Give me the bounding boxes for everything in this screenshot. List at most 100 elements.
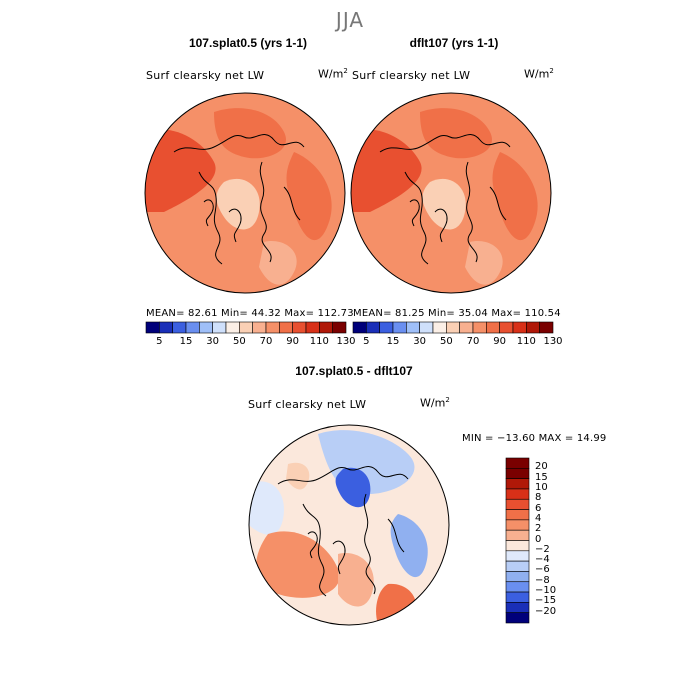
colorbar-box (472, 321, 487, 334)
colorbar-tick-label: 15 (386, 336, 400, 347)
field-contour-region (338, 553, 374, 607)
coastline (409, 199, 420, 227)
colorbar-box (446, 321, 460, 334)
colorbar-box (505, 498, 530, 510)
colorbar-tick-label: 30 (206, 336, 220, 347)
colorbar-tick-label: 110 (516, 336, 536, 347)
colorbar-tick-label: −10 (535, 585, 557, 597)
field-contour-region (420, 108, 492, 159)
panel-1-units-exp: 2 (343, 67, 348, 75)
coastline (277, 466, 409, 485)
colorbar-tick-label: 5 (363, 336, 370, 347)
colorbar-box (459, 321, 474, 334)
panel-1-units-base: W/m (318, 67, 344, 81)
colorbar-box (505, 602, 530, 613)
colorbar-tick-label: 15 (535, 471, 548, 483)
colorbar-box (419, 321, 434, 334)
colorbar-tick-label: 50 (439, 336, 453, 347)
colorbar-box (432, 321, 447, 334)
colorbar-tick-label: 90 (493, 336, 507, 347)
colorbar-box (379, 321, 394, 334)
field-contour-region (390, 514, 428, 578)
map-boundary (350, 92, 552, 294)
colorbar-box (199, 321, 213, 334)
field-contour-region (168, 221, 220, 276)
colorbar-box (486, 321, 500, 334)
colorbar-box (252, 321, 267, 334)
colorbar-tick-label: 30 (413, 336, 427, 347)
colorbar-tick-label: 8 (535, 492, 542, 504)
colorbar-box (512, 321, 527, 334)
panel-3-variable-label: Surf clearsky net LW (248, 398, 367, 411)
colorbar-box (239, 321, 253, 334)
colorbar-box (319, 321, 333, 334)
colorbar-tick-label: 6 (535, 502, 542, 514)
colorbar-box (505, 581, 530, 593)
panel-title-1: 107.splat0.5 (yrs 1-1) (188, 36, 308, 50)
colorbar-tick-label: 10 (535, 481, 548, 493)
colorbar-tick-label: −2 (535, 543, 550, 555)
field-contour-region (335, 467, 371, 508)
colorbar-box (352, 321, 367, 334)
colorbar-box (505, 550, 530, 562)
map-panel-1 (144, 92, 346, 294)
colorbar-box (505, 478, 530, 490)
coastline (489, 186, 507, 221)
panel-2-units-base: W/m (524, 67, 550, 81)
colorbar-box (505, 468, 530, 479)
coastline (228, 208, 242, 243)
colorbar-tick-label: 70 (466, 336, 480, 347)
panel-title-2: dflt107 (yrs 1-1) (409, 36, 499, 50)
coastline (307, 531, 318, 559)
panel-1-variable-label: Surf clearsky net LW (146, 69, 265, 82)
colorbar-tick-label: 2 (535, 523, 542, 535)
colorbar-1 (145, 321, 347, 334)
colorbar-box (172, 321, 187, 334)
colorbar-box (505, 509, 530, 521)
panel-3-units-base: W/m (420, 396, 446, 410)
coastline (302, 503, 327, 597)
panel-3-stats: MIN = −13.60 MAX = 14.99 (462, 433, 607, 444)
coastline (363, 493, 376, 595)
field-contour-region (465, 241, 503, 285)
colorbar-tick-label: 5 (156, 336, 163, 347)
colorbar-3 (505, 457, 530, 624)
panel-2-variable-label: Surf clearsky net LW (352, 69, 471, 82)
colorbar-box (305, 321, 320, 334)
colorbar-box (392, 321, 407, 334)
colorbar-box (145, 321, 160, 334)
colorbar-tick-label: 130 (336, 336, 356, 347)
colorbar-box (185, 321, 200, 334)
colorbar-2 (352, 321, 554, 334)
field-contour-region (286, 462, 310, 490)
colorbar-1-labels: 5 15 30 50 70 90 110 130 (132, 336, 372, 350)
coastline (283, 186, 301, 221)
colorbar-tick-label: −20 (535, 605, 557, 617)
colorbar-tick-label: 110 (309, 336, 329, 347)
coastline (387, 518, 405, 553)
panel-2-stats: MEAN= 81.25 Min= 35.04 Max= 110.54 (353, 308, 561, 319)
map-boundary (144, 92, 346, 294)
panel-1-units: W/m2 (318, 67, 348, 81)
colorbar-tick-label: −4 (535, 554, 550, 566)
colorbar-box (279, 321, 293, 334)
colorbar-box (265, 321, 280, 334)
colorbar-box (406, 321, 420, 334)
coastline (203, 199, 214, 227)
colorbar-tick-label: 130 (543, 336, 563, 347)
coastline (379, 134, 511, 153)
field-contour-region (351, 129, 422, 212)
colorbar-box (505, 529, 530, 541)
colorbar-2-labels: 5 15 30 50 70 90 110 130 (339, 336, 579, 350)
figure-title: JJA (335, 8, 365, 32)
colorbar-box (505, 457, 530, 469)
colorbar-tick-label: 90 (286, 336, 300, 347)
field-contour-region (259, 241, 297, 285)
coastline (465, 161, 478, 263)
field-contour-region (145, 129, 216, 212)
panel-3-units-exp: 2 (445, 396, 450, 404)
colorbar-box (225, 321, 240, 334)
panel-3-units: W/m2 (420, 396, 450, 410)
panel-2-units: W/m2 (524, 67, 554, 81)
colorbar-tick-label: −8 (535, 574, 550, 586)
